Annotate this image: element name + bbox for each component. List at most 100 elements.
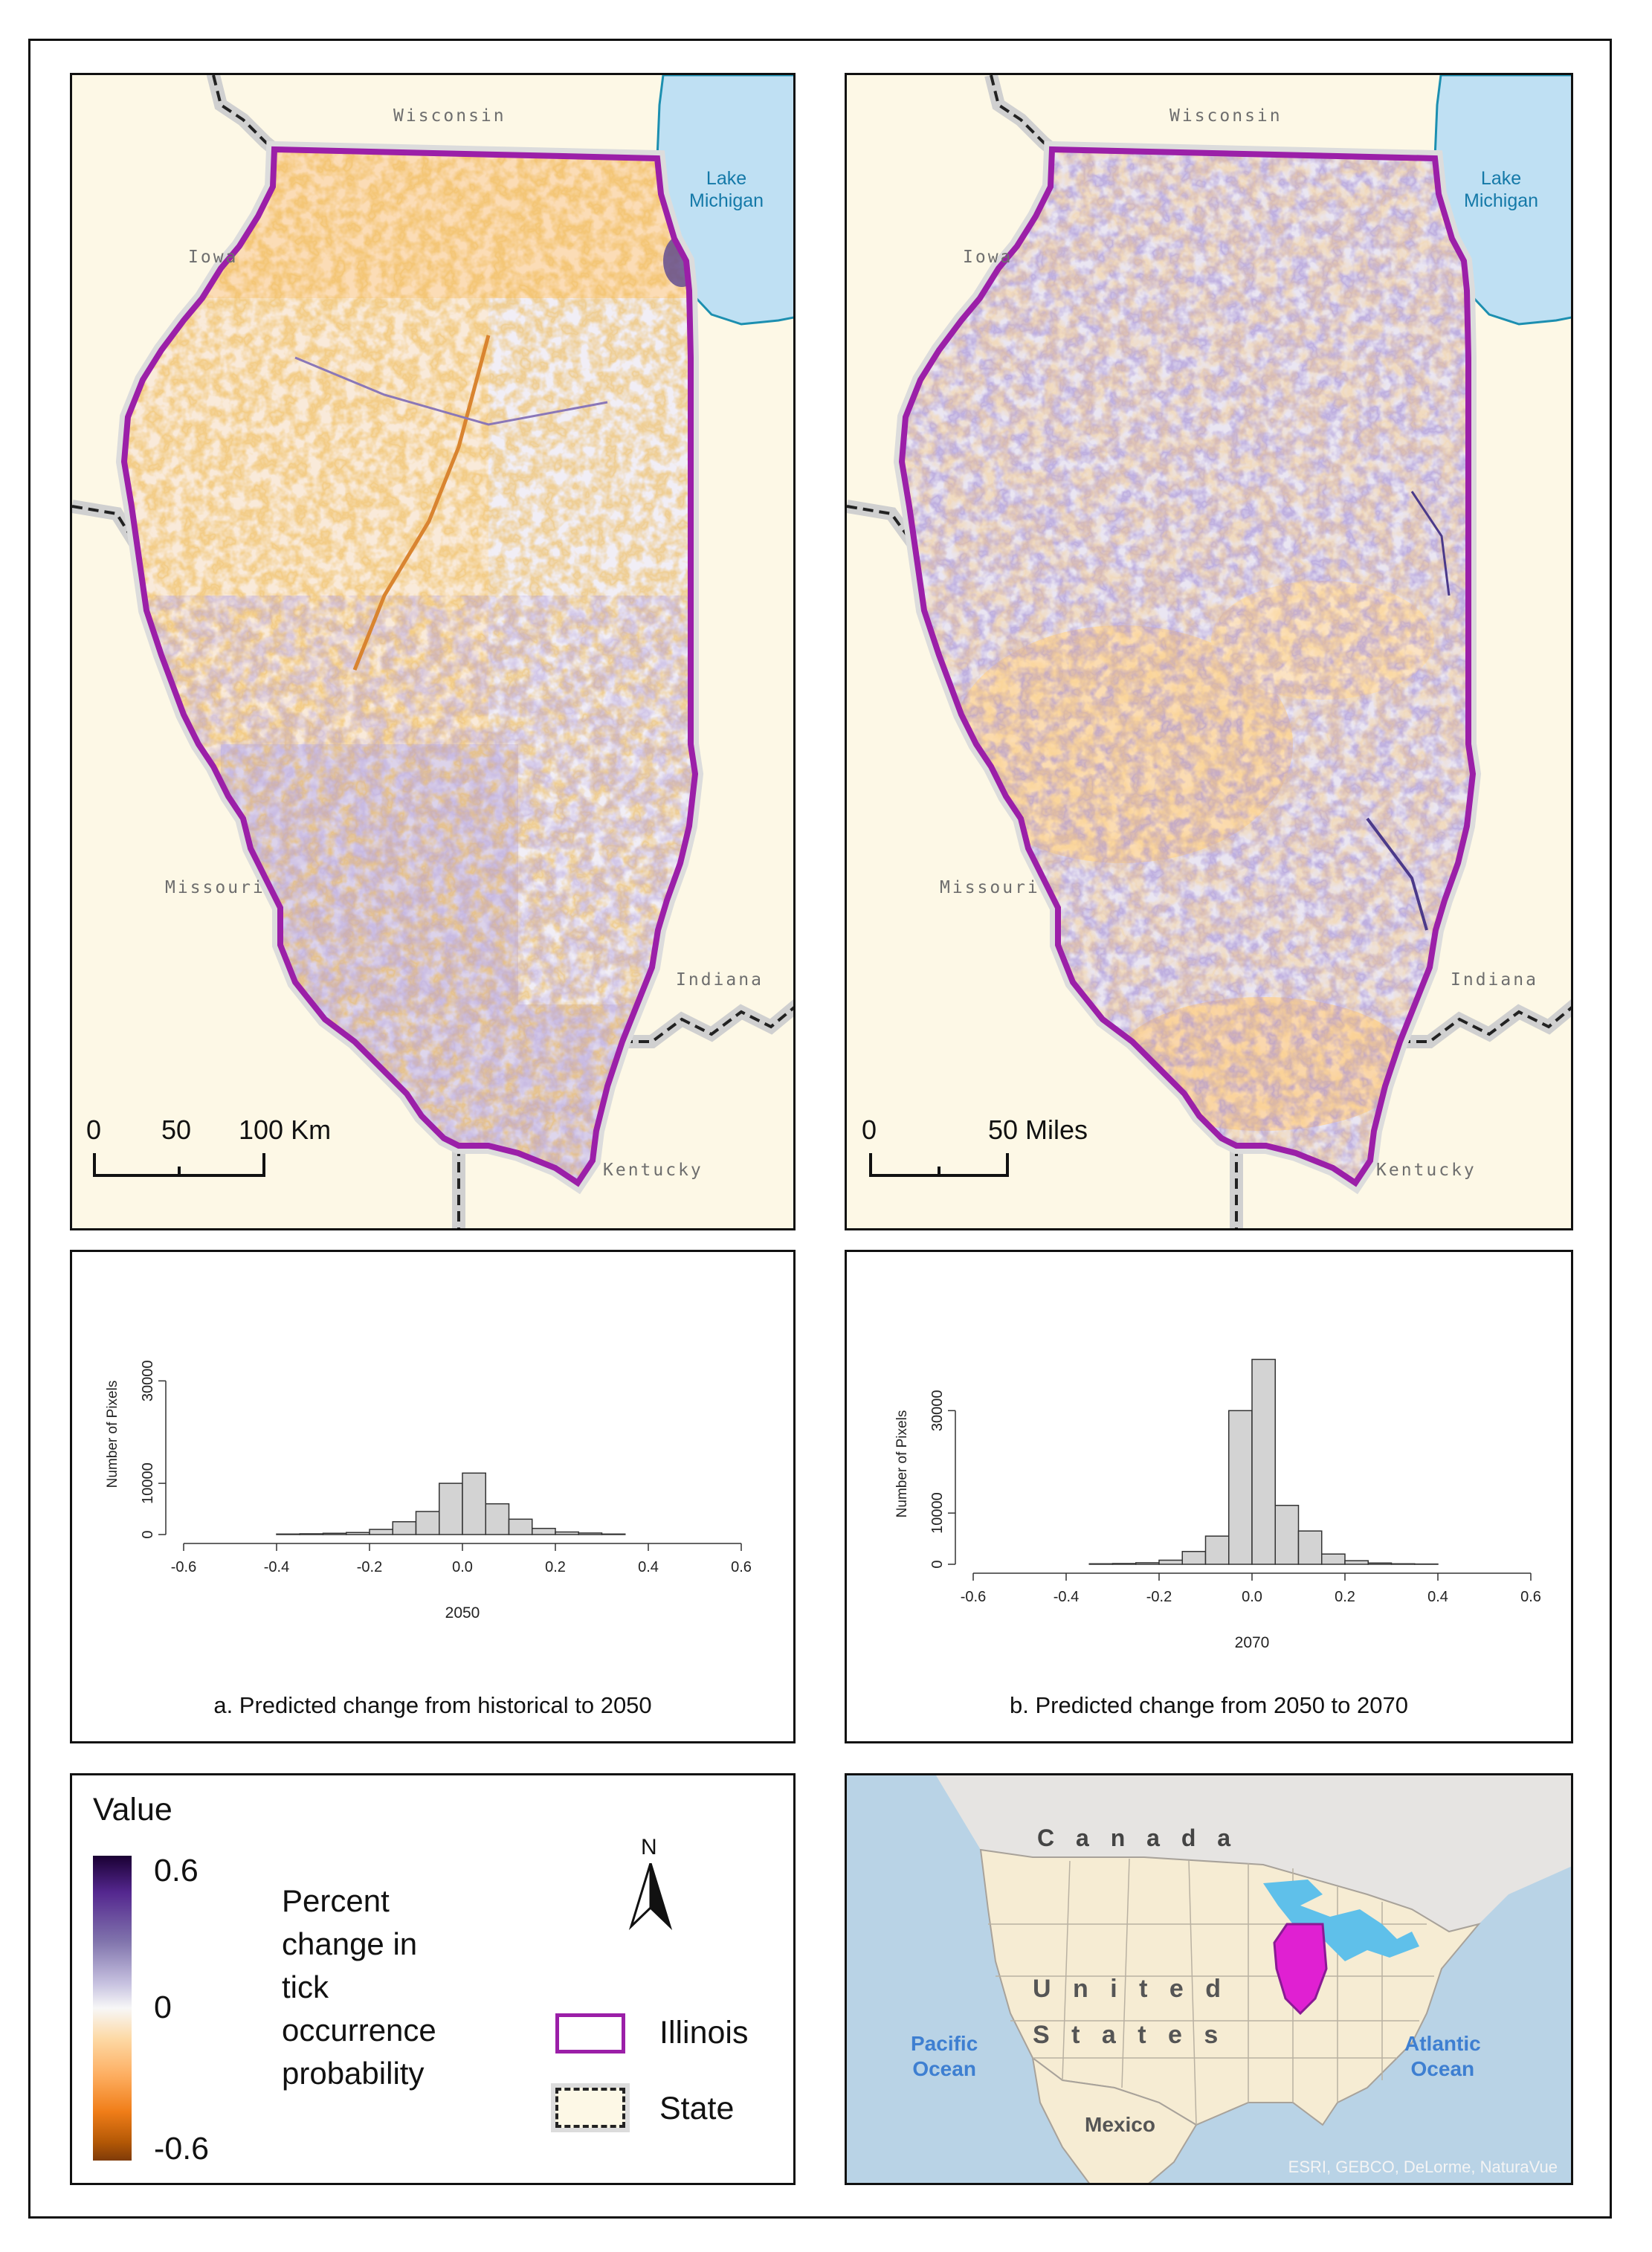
map-a-canvas (72, 75, 793, 1228)
y-tick-label: 10000 (929, 1492, 946, 1534)
great-lakes (1263, 1880, 1419, 1961)
scale-a-tick2: 100 Km (239, 1114, 332, 1145)
hist-bar (1228, 1410, 1253, 1565)
inset-map-canvas (936, 1775, 1571, 2183)
hist-bar (322, 1532, 347, 1535)
histogram-a: -0.6 -0.4 -0.2 0.0 0.2 0.4 0.6 0 10000 30000 2050 N… (105, 1361, 752, 1622)
state-line-b3 (1400, 1006, 1571, 1043)
scale-bar-a (93, 1153, 265, 1177)
label-wisconsin-b: Wisconsin (1169, 106, 1282, 126)
y-tick-label: 30000 (140, 1361, 156, 1402)
y-tick-label: 0 (929, 1560, 946, 1568)
histogram-panel-a: -0.6 -0.4 -0.2 0.0 0.2 0.4 0.6 0 10000 30000 2050 N… (70, 1250, 796, 1743)
hist-bar (532, 1527, 556, 1535)
desc-line-2: change in (282, 1926, 418, 1961)
hist-bar (1344, 1560, 1369, 1565)
figure-frame (28, 39, 1612, 2219)
state-line-a1 (207, 75, 281, 156)
desc-line-1: Percent (282, 1883, 390, 1918)
inset-atlantic: Atlantic Ocean (1404, 2031, 1481, 2082)
hist-bar (392, 1521, 417, 1535)
lake-line2-a: Michigan (689, 190, 764, 211)
caption-a: a. Predicted change from historical to 2… (213, 1692, 652, 1718)
y-tick-label: 10000 (140, 1462, 156, 1504)
label-indiana-a: Indiana (676, 970, 764, 990)
x-axis-label: 2070 (1235, 1634, 1270, 1651)
legend-item-state: State (659, 2091, 735, 2126)
legend-panel: Value 0.6 0 -0.6 Percent change in tick … (70, 1773, 796, 2185)
canada-landmass (936, 1775, 1571, 1932)
map-panel-b: Wisconsin Iowa Missouri Indiana Kentucky… (845, 73, 1573, 1230)
hist-bar (1321, 1553, 1346, 1565)
hist-bar (578, 1532, 603, 1535)
legend-title: Value (93, 1792, 172, 1827)
atlantic-line1: Atlantic (1404, 2032, 1481, 2055)
hist-bar (369, 1529, 393, 1535)
hist-bar (1158, 1559, 1183, 1565)
inset-mexico: Mexico (1085, 2113, 1155, 2136)
label-missouri-a: Missouri (165, 878, 265, 897)
desc-line-3: tick (282, 1969, 329, 2004)
x-tick-label: 0.0 (452, 1559, 473, 1575)
north-label: N (641, 1835, 657, 1859)
state-line-a3 (622, 999, 793, 1048)
north-arrow-icon (628, 1863, 673, 1930)
scale-b-tick0: 0 (862, 1114, 877, 1145)
pacific-line2: Ocean (912, 2057, 976, 2080)
hist-bar (1297, 1530, 1323, 1565)
legend-max: 0.6 (154, 1853, 199, 1888)
x-tick-label: 0.4 (1427, 1589, 1448, 1605)
scale-b-tick1: 50 Miles (988, 1114, 1088, 1145)
histogram-b: -0.6 -0.4 -0.2 0.0 0.2 0.4 0.6 0 10000 30000 2070 N… (894, 1358, 1541, 1651)
hist-bar (508, 1518, 533, 1535)
label-indiana-b: Indiana (1451, 970, 1538, 990)
hist-bar (299, 1533, 324, 1535)
x-tick-label: -0.4 (264, 1559, 289, 1575)
hist-bar (1204, 1535, 1230, 1565)
hist-bar (276, 1533, 300, 1535)
x-tick-label: -0.4 (1054, 1589, 1079, 1605)
map-panel-a: Wisconsin Iowa Missouri Indiana Kentucky… (70, 73, 796, 1230)
label-lake-michigan-b: Lake Michigan (1464, 167, 1538, 212)
lake-line1-a: Lake (706, 168, 747, 189)
mexico-landmass (1031, 2056, 1198, 2183)
legend-description: Percent change in tick occurrence probab… (282, 1880, 436, 2095)
hist-bar (346, 1532, 370, 1535)
histogram-panel-b: -0.6 -0.4 -0.2 0.0 0.2 0.4 0.6 0 10000 30000 2070 N… (845, 1250, 1573, 1743)
lake-line1-b: Lake (1480, 168, 1522, 189)
hist-bar (1135, 1562, 1160, 1565)
desc-line-5: probability (282, 2056, 425, 2091)
caption-b: b. Predicted change from 2050 to 2070 (1010, 1692, 1408, 1718)
inset-map-panel: C a n a d a U n i t e d S t a t e s Mexi… (845, 1773, 1573, 2185)
hist-bar (1181, 1551, 1207, 1565)
label-iowa-a: Iowa (188, 248, 239, 267)
hist-bar (462, 1472, 486, 1535)
legend-swatch-state (555, 2088, 625, 2128)
y-axis-label: Number of Pixels (894, 1410, 910, 1518)
legend-min: -0.6 (154, 2131, 210, 2166)
inset-canada: C a n a d a (1037, 1824, 1239, 1851)
inset-credits: ESRI, GEBCO, DeLorme, NaturaVue (1288, 2158, 1558, 2176)
y-axis-label: Number of Pixels (105, 1381, 120, 1488)
hist-bar (601, 1533, 626, 1535)
legend-mid: 0 (154, 1990, 172, 2025)
x-axis-label: 2050 (445, 1604, 480, 1622)
label-iowa-b: Iowa (963, 248, 1013, 267)
x-tick-label: 0.6 (1520, 1589, 1541, 1605)
y-tick-label: 30000 (929, 1390, 946, 1432)
x-tick-label: 0.4 (638, 1559, 659, 1575)
hist-bar (485, 1503, 510, 1535)
illinois-highlight (1273, 1923, 1328, 2016)
inset-united: U n i t e d (1033, 1975, 1228, 2003)
x-tick-label: 0.0 (1242, 1589, 1262, 1605)
y-tick-label: 0 (140, 1530, 156, 1538)
hist-bar (1367, 1562, 1393, 1565)
hist-bar (555, 1531, 579, 1535)
atlantic-line2: Ocean (1410, 2057, 1475, 2080)
x-tick-label: 0.6 (731, 1559, 752, 1575)
label-kentucky-b: Kentucky (1376, 1161, 1477, 1180)
state-line-b1 (990, 75, 1054, 151)
x-tick-label: 0.2 (545, 1559, 566, 1575)
hist-bar (415, 1511, 440, 1535)
inset-states: S t a t e s (1033, 2021, 1226, 2049)
